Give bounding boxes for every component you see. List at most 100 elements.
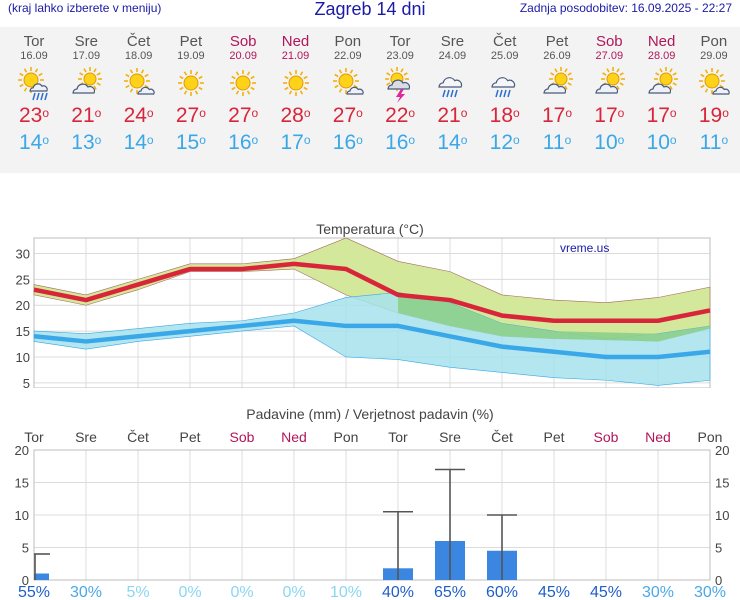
y-tick-label-right: 20 bbox=[715, 443, 729, 458]
day-column[interactable]: Pet 26.09 17o 11o bbox=[531, 27, 583, 156]
max-temperature: 17o bbox=[541, 104, 573, 127]
max-temperature: 27o bbox=[332, 104, 363, 127]
temperature-chart: Temperatura (°C) 5 10 15 20 25 30 vreme.us bbox=[16, 221, 711, 388]
day-date: 27.09 bbox=[595, 50, 624, 62]
min-temperature: 11o bbox=[542, 131, 572, 154]
day-date: 25.09 bbox=[490, 50, 519, 62]
max-temperature: 27o bbox=[228, 104, 259, 127]
day-column[interactable]: Tor 16.09 23o 14o bbox=[8, 27, 60, 156]
day-name: Sob bbox=[229, 33, 257, 50]
day-column[interactable]: Pon 22.09 27o 16o bbox=[322, 27, 374, 156]
min-temperature: 16o bbox=[228, 131, 259, 154]
day-name: Čet bbox=[126, 33, 151, 50]
x-tick-label: Pon bbox=[334, 429, 359, 445]
day-date: 21.09 bbox=[281, 50, 310, 62]
min-temperature: 10o bbox=[594, 131, 625, 154]
min-temperature: 16o bbox=[332, 131, 363, 154]
y-tick-label: 30 bbox=[16, 247, 30, 262]
day-date: 22.09 bbox=[334, 50, 362, 62]
precipitation-chart: Padavine (mm) / Verjetnost padavin (%) To… bbox=[15, 406, 730, 600]
sun-icon bbox=[177, 70, 204, 96]
max-temperature: 28o bbox=[280, 104, 311, 127]
min-temperature: 11o bbox=[699, 131, 729, 154]
day-date: 19.09 bbox=[177, 50, 205, 62]
day-column[interactable]: Pet 19.09 27o 15o bbox=[165, 27, 217, 156]
day-name: Sre bbox=[74, 33, 98, 50]
precipitation-probability: 55% bbox=[18, 584, 50, 600]
max-temperature: 22o bbox=[385, 104, 416, 127]
day-column[interactable]: Sre 17.09 21o 13o bbox=[60, 27, 112, 156]
x-tick-label: Čet bbox=[491, 429, 513, 445]
min-temperature-line bbox=[33, 318, 711, 360]
min-temperature: 17o bbox=[280, 131, 311, 154]
sun-cloud-icon bbox=[647, 67, 678, 94]
y-tick-label: 5 bbox=[23, 376, 30, 388]
precipitation-probability: 30% bbox=[70, 584, 102, 600]
day-column[interactable]: Pon 29.09 19o 11o bbox=[688, 27, 740, 156]
min-temperature: 10o bbox=[646, 131, 677, 154]
day-column[interactable]: Ned 28.09 17o 10o bbox=[636, 27, 688, 156]
sun-small-cloud-icon bbox=[332, 68, 364, 95]
min-temperature: 12o bbox=[489, 131, 520, 154]
location-menu-hint[interactable]: (kraj lahko izberete v meniju) bbox=[8, 1, 162, 15]
sun-icon bbox=[282, 70, 309, 96]
day-name: Čet bbox=[493, 33, 517, 50]
min-temperature: 16o bbox=[385, 131, 416, 154]
max-temperature: 24o bbox=[123, 104, 154, 127]
day-column[interactable]: Sob 27.09 17o 10o bbox=[583, 27, 635, 156]
x-tick-label: Sob bbox=[594, 429, 619, 445]
day-date: 29.09 bbox=[700, 50, 728, 62]
x-tick-label: Pet bbox=[543, 429, 564, 445]
day-column[interactable]: Sre 24.09 21o 14o bbox=[426, 27, 478, 156]
y-tick-label: 25 bbox=[16, 272, 30, 287]
precipitation-probability: 45% bbox=[590, 584, 622, 600]
temperature-chart-title: Temperatura (°C) bbox=[316, 221, 424, 237]
max-temperature: 23o bbox=[18, 104, 50, 127]
cloud-rain-icon bbox=[438, 77, 463, 98]
day-date: 16.09 bbox=[20, 50, 48, 62]
sun-small-cloud-icon bbox=[698, 68, 730, 95]
min-temperature: 15o bbox=[175, 131, 206, 154]
max-temperature-line bbox=[33, 261, 711, 324]
min-temperature: 13o bbox=[71, 131, 102, 154]
y-tick-label-right: 0 bbox=[715, 573, 722, 588]
day-date: 18.09 bbox=[124, 50, 153, 62]
day-column[interactable]: Tor 23.09 22o 16o bbox=[374, 27, 426, 156]
day-date: 20.09 bbox=[229, 50, 257, 62]
precipitation-bar bbox=[34, 573, 49, 580]
max-temperature: 27o bbox=[175, 104, 206, 127]
precipitation-probability: 0% bbox=[230, 584, 253, 600]
day-column[interactable]: Sob 20.09 27o 16o bbox=[217, 27, 269, 156]
page-header: (kraj lahko izberete v meniju) Zagreb 14… bbox=[0, 0, 740, 22]
precipitation-probability: 45% bbox=[538, 584, 570, 600]
y-tick-label-right: 5 bbox=[715, 541, 722, 556]
day-name: Ned bbox=[281, 33, 310, 50]
precipitation-probability: 65% bbox=[434, 584, 466, 600]
precipitation-probability: 30% bbox=[694, 584, 726, 600]
day-name: Pon bbox=[700, 33, 728, 50]
sun-icon bbox=[230, 70, 257, 96]
x-tick-label: Pon bbox=[698, 429, 723, 445]
day-column[interactable]: Čet 18.09 24o 14o bbox=[113, 27, 165, 156]
precipitation-probability: 0% bbox=[178, 584, 201, 600]
x-tick-label: Sre bbox=[439, 429, 461, 445]
sun-cloud-icon bbox=[72, 67, 103, 94]
y-tick-label: 0 bbox=[22, 573, 29, 588]
precipitation-probability: 10% bbox=[330, 584, 362, 600]
x-tick-label: Ned bbox=[645, 429, 671, 445]
max-temperature: 19o bbox=[698, 104, 729, 127]
day-column[interactable]: Čet 25.09 18o 12o bbox=[479, 27, 531, 156]
y-tick-label: 20 bbox=[15, 443, 29, 458]
y-tick-label: 15 bbox=[16, 324, 30, 339]
range-overlap bbox=[398, 292, 710, 342]
precipitation-probability: 60% bbox=[486, 584, 518, 600]
forecast-strip: Tor 16.09 23o 14o Sre 17.09 21o 13o Čet 18.09 24o 1… bbox=[0, 27, 740, 173]
day-column[interactable]: Ned 21.09 28o 17o bbox=[270, 27, 322, 156]
day-date: 26.09 bbox=[543, 50, 571, 62]
sun-cloud-rain-icon bbox=[18, 67, 48, 101]
y-tick-label: 10 bbox=[16, 350, 30, 365]
day-date: 28.09 bbox=[647, 50, 676, 62]
min-temperature: 14o bbox=[437, 131, 468, 154]
day-date: 23.09 bbox=[386, 50, 414, 62]
min-temperature: 14o bbox=[123, 131, 154, 154]
